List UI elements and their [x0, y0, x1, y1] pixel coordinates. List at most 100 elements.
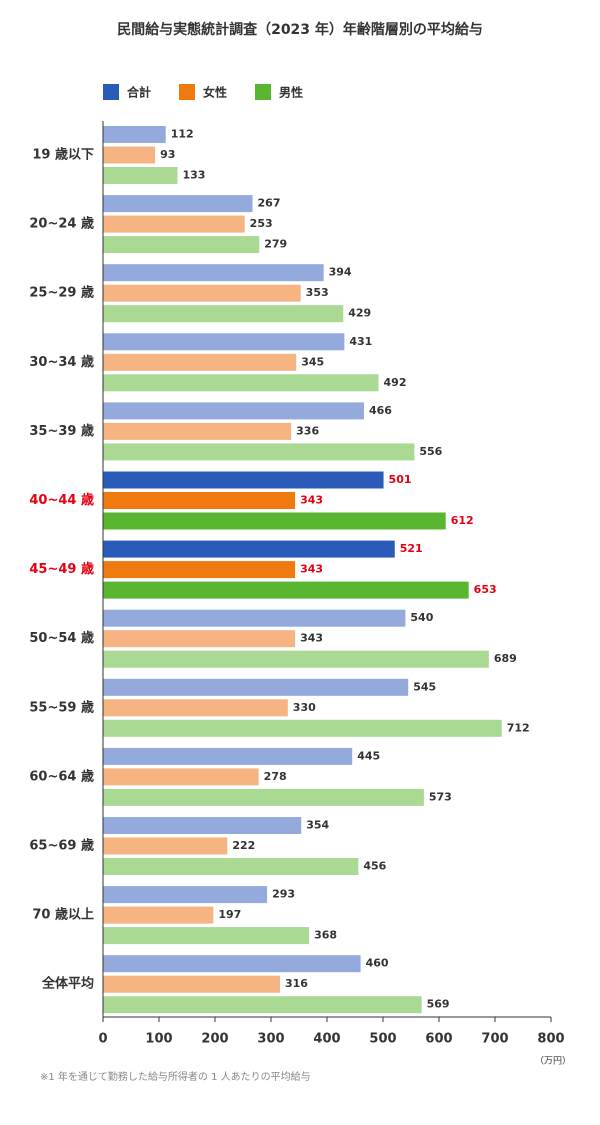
bar	[103, 747, 353, 765]
value-label: 112	[171, 128, 194, 141]
x-tick-label: 300	[257, 1032, 284, 1047]
x-tick-label: 500	[369, 1032, 396, 1047]
value-label: 343	[300, 563, 323, 576]
bar	[103, 402, 364, 420]
value-label: 612	[451, 514, 474, 527]
value-label: 267	[258, 197, 281, 210]
y-tick-label: 25~29 歳	[29, 285, 94, 301]
x-tick-label: 400	[313, 1032, 340, 1047]
chart-title: 民間給与実態統計調査（2023 年）年齢階層別の平均給与	[117, 21, 483, 38]
value-label: 343	[300, 632, 323, 645]
value-label: 93	[160, 148, 175, 161]
bar	[103, 215, 245, 233]
value-label: 197	[218, 908, 241, 921]
legend-label: 男性	[279, 85, 303, 100]
x-tick-label: 0	[98, 1032, 107, 1047]
value-label: 353	[306, 286, 329, 299]
x-tick-label: 800	[537, 1032, 564, 1047]
bar	[103, 817, 302, 834]
y-tick-label: 35~39 歳	[29, 423, 94, 439]
y-tick-label: 65~69 歳	[29, 838, 94, 854]
y-tick-label: 20~24 歳	[29, 216, 94, 232]
bar	[103, 699, 288, 717]
bar	[103, 906, 214, 924]
value-label: 653	[474, 583, 497, 596]
axis-unit: （万円）	[535, 1056, 571, 1067]
value-label: 540	[410, 611, 433, 624]
y-tick-label: 全体平均	[41, 976, 94, 992]
bar	[103, 374, 379, 392]
value-label: 569	[427, 998, 450, 1011]
y-tick-label: 40~44 歳	[29, 492, 94, 508]
value-label: 336	[296, 424, 319, 437]
bar	[103, 264, 324, 282]
value-label: 222	[232, 839, 255, 852]
value-label: 501	[389, 473, 412, 486]
legend-label: 女性	[203, 85, 227, 100]
value-label: 316	[285, 977, 308, 990]
legend-swatch	[179, 84, 195, 100]
value-label: 712	[507, 721, 530, 734]
bar	[103, 678, 409, 696]
bar	[103, 512, 446, 530]
x-tick-label: 200	[201, 1032, 228, 1047]
value-label: 466	[369, 404, 392, 417]
bar	[103, 650, 489, 668]
bar	[103, 540, 395, 558]
y-tick-label: 50~54 歳	[29, 630, 94, 646]
value-label: 521	[400, 542, 423, 555]
value-label: 573	[429, 790, 452, 803]
bar	[103, 471, 384, 489]
value-label: 279	[264, 238, 287, 251]
value-label: 293	[272, 888, 295, 901]
value-label: 492	[384, 376, 407, 389]
value-label: 368	[314, 929, 337, 942]
x-tick-label: 600	[425, 1032, 452, 1047]
footnote: ※1 年を通じて勤務した給与所得者の 1 人あたりの平均給与	[40, 1070, 311, 1083]
bar	[103, 422, 292, 440]
y-tick-label: 60~64 歳	[29, 768, 94, 784]
bar	[103, 443, 415, 461]
value-label: 133	[182, 169, 205, 182]
bar	[103, 927, 310, 945]
y-tick-label: 45~49 歳	[29, 561, 94, 577]
bar	[103, 581, 469, 599]
bar	[103, 305, 344, 323]
value-label: 354	[306, 819, 329, 832]
bar	[103, 768, 259, 786]
y-tick-label: 55~59 歳	[29, 699, 94, 715]
y-tick-label: 19 歳以下	[32, 147, 94, 163]
value-label: 689	[494, 652, 517, 665]
value-label: 253	[250, 217, 273, 230]
bar	[103, 609, 406, 627]
bar	[103, 236, 260, 254]
value-label: 460	[366, 957, 389, 970]
bar	[103, 996, 422, 1014]
value-label: 431	[349, 335, 372, 348]
bar	[103, 886, 268, 904]
x-tick-label: 100	[145, 1032, 172, 1047]
y-tick-label: 30~34 歳	[29, 354, 94, 370]
bar	[103, 788, 424, 806]
value-label: 545	[413, 680, 436, 693]
value-label: 456	[363, 860, 386, 873]
bar	[103, 561, 296, 579]
value-label: 343	[300, 494, 323, 507]
legend-swatch	[103, 84, 119, 100]
value-label: 445	[357, 749, 380, 762]
y-tick-label: 70 歳以上	[32, 907, 94, 923]
bar	[103, 719, 502, 737]
legend-label: 合計	[127, 85, 151, 100]
value-label: 394	[329, 266, 352, 279]
value-label: 345	[301, 355, 324, 368]
bar	[103, 167, 178, 184]
legend-swatch	[255, 84, 271, 100]
bar	[103, 837, 228, 855]
bar	[103, 284, 301, 302]
x-tick-label: 700	[481, 1032, 508, 1047]
value-label: 278	[264, 770, 287, 783]
bar	[103, 955, 361, 973]
bar	[103, 630, 296, 648]
bar	[103, 195, 253, 213]
